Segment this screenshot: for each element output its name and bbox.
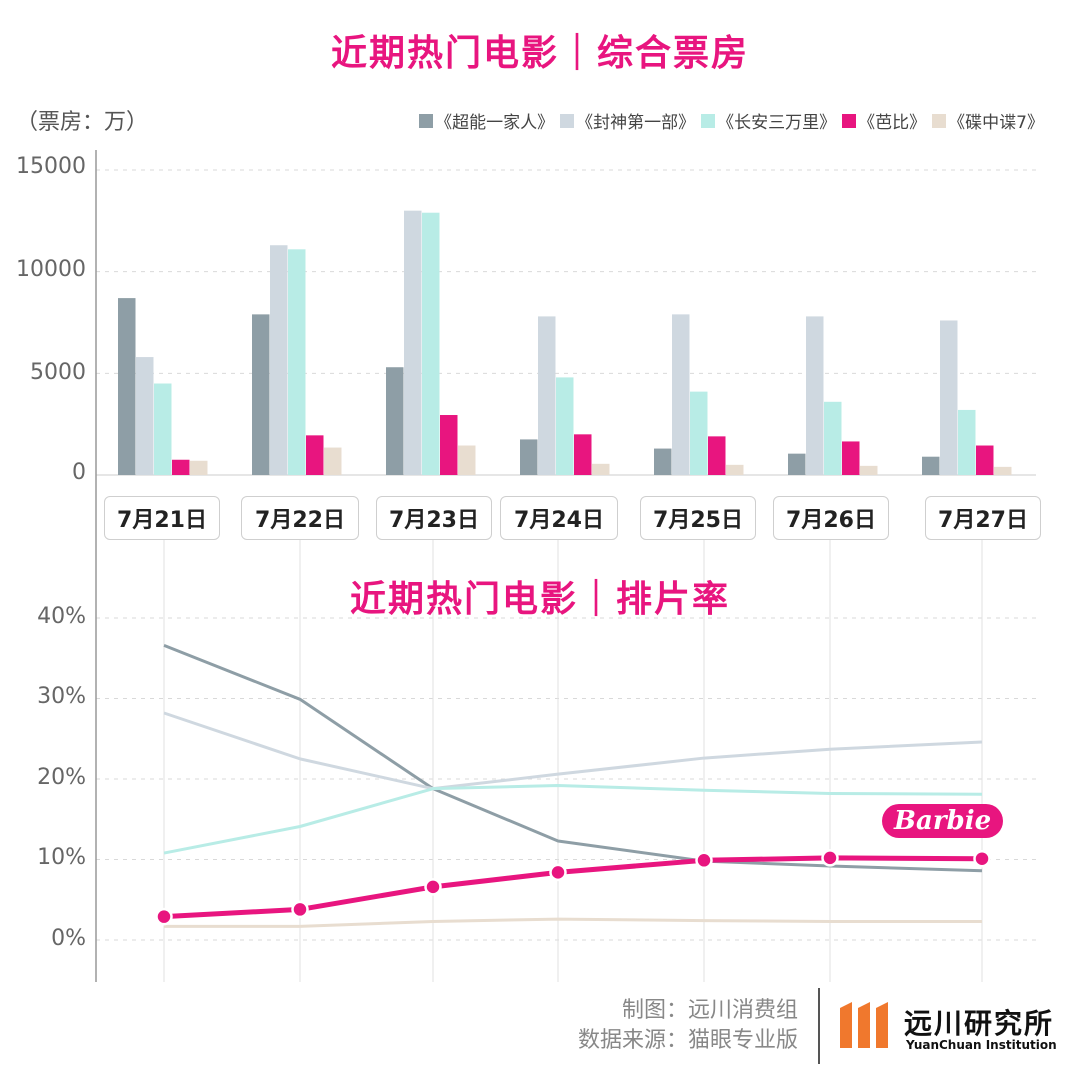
y-tick-label: 20% [37, 765, 86, 790]
legend-swatch [701, 113, 716, 128]
bar [306, 435, 324, 475]
legend-swatch [560, 113, 575, 128]
footer-credits: 制图：远川消费组 数据来源：猫眼专业版 [578, 996, 798, 1056]
y-tick-label: 10000 [16, 257, 86, 282]
date-label: 7月21日 [104, 496, 220, 540]
data-point [695, 851, 713, 870]
bar [288, 249, 306, 475]
legend-item: 《长安三万里》 [701, 108, 836, 133]
bar [422, 212, 440, 475]
legend-label: 《封神第一部》 [576, 113, 696, 133]
y-tick-label: 30% [37, 684, 86, 709]
bar [440, 415, 458, 475]
bar [458, 445, 476, 475]
bar [922, 456, 940, 475]
bar [252, 314, 270, 475]
bar [520, 439, 538, 475]
legend-item: 《超能一家人》 [419, 108, 554, 133]
bar-chart-plot [118, 210, 1012, 475]
date-label: 7月27日 [925, 496, 1041, 540]
legend-item: 《碟中谍7》 [932, 108, 1044, 133]
bar [994, 466, 1012, 475]
date-label: 7月25日 [640, 496, 756, 540]
y-tick-label: 0% [51, 926, 86, 951]
legend: 《超能一家人》 《封神第一部》 《长安三万里》 《芭比》 《碟中谍7》 [419, 108, 1044, 133]
legend-item: 《芭比》 [842, 108, 926, 133]
brand-logo-icon [840, 1002, 896, 1052]
bar [592, 463, 610, 475]
y-tick-label: 0 [72, 460, 86, 485]
bar [136, 357, 154, 475]
bar [690, 391, 708, 475]
bar [672, 314, 690, 475]
date-label: 7月24日 [500, 496, 618, 540]
bar [860, 465, 878, 475]
footer-divider [818, 988, 820, 1064]
date-label: 7月22日 [241, 496, 359, 540]
bar [118, 298, 136, 475]
bar [726, 464, 744, 475]
bar [788, 453, 806, 475]
data-point [973, 849, 991, 868]
bar [270, 245, 288, 475]
bar [556, 377, 574, 475]
legend-label: 《芭比》 [858, 113, 927, 133]
series-line [163, 643, 983, 873]
series-line [164, 917, 982, 928]
barbie-logo-annotation: Barbie [882, 804, 1004, 838]
brand-name: 远川研究所 [904, 1007, 1055, 1040]
bar [538, 316, 556, 475]
y-tick-label: 5000 [30, 360, 86, 385]
bar [154, 383, 172, 475]
legend-item: 《封神第一部》 [560, 108, 695, 133]
bar [806, 316, 824, 475]
data-point [424, 878, 442, 896]
bar [190, 460, 208, 475]
line-chart-plot [155, 643, 991, 928]
legend-label: 《超能一家人》 [435, 113, 555, 133]
y-tick-label: 10% [37, 845, 86, 870]
source-text: 数据来源：猫眼专业版 [577, 1028, 798, 1053]
legend-swatch [419, 113, 434, 128]
date-label: 7月23日 [376, 496, 492, 540]
credit-text: 制图：远川消费组 [621, 998, 798, 1023]
bar [958, 409, 976, 475]
legend-label: 《碟中谍7》 [948, 113, 1044, 133]
bar [654, 448, 672, 475]
bar [976, 445, 994, 475]
bar [404, 210, 422, 475]
bar [574, 434, 592, 475]
legend-swatch [932, 113, 947, 128]
legend-label: 《长安三万里》 [717, 113, 837, 133]
y-axis-unit-label: （票房：万） [16, 110, 149, 135]
data-point [821, 849, 839, 867]
bar [824, 401, 842, 475]
bar [324, 447, 342, 475]
y-tick-label: 40% [37, 604, 86, 629]
brand-english-name: YuanChuan Institution [906, 1038, 1057, 1052]
data-point [291, 900, 309, 919]
legend-swatch [842, 113, 857, 128]
bar [386, 367, 404, 475]
series-line [163, 783, 983, 855]
series-line [163, 711, 983, 791]
y-tick-label: 15000 [16, 154, 86, 179]
bar [172, 459, 190, 475]
data-point [155, 907, 173, 926]
bar [842, 441, 860, 475]
chart-title-box-office: 近期热门电影｜综合票房 [330, 33, 749, 74]
bar [708, 436, 726, 475]
chart-title-screening-rate: 近期热门电影｜排片率 [349, 579, 730, 620]
data-point [549, 863, 567, 882]
bar [940, 320, 958, 475]
date-label: 7月26日 [773, 496, 889, 540]
